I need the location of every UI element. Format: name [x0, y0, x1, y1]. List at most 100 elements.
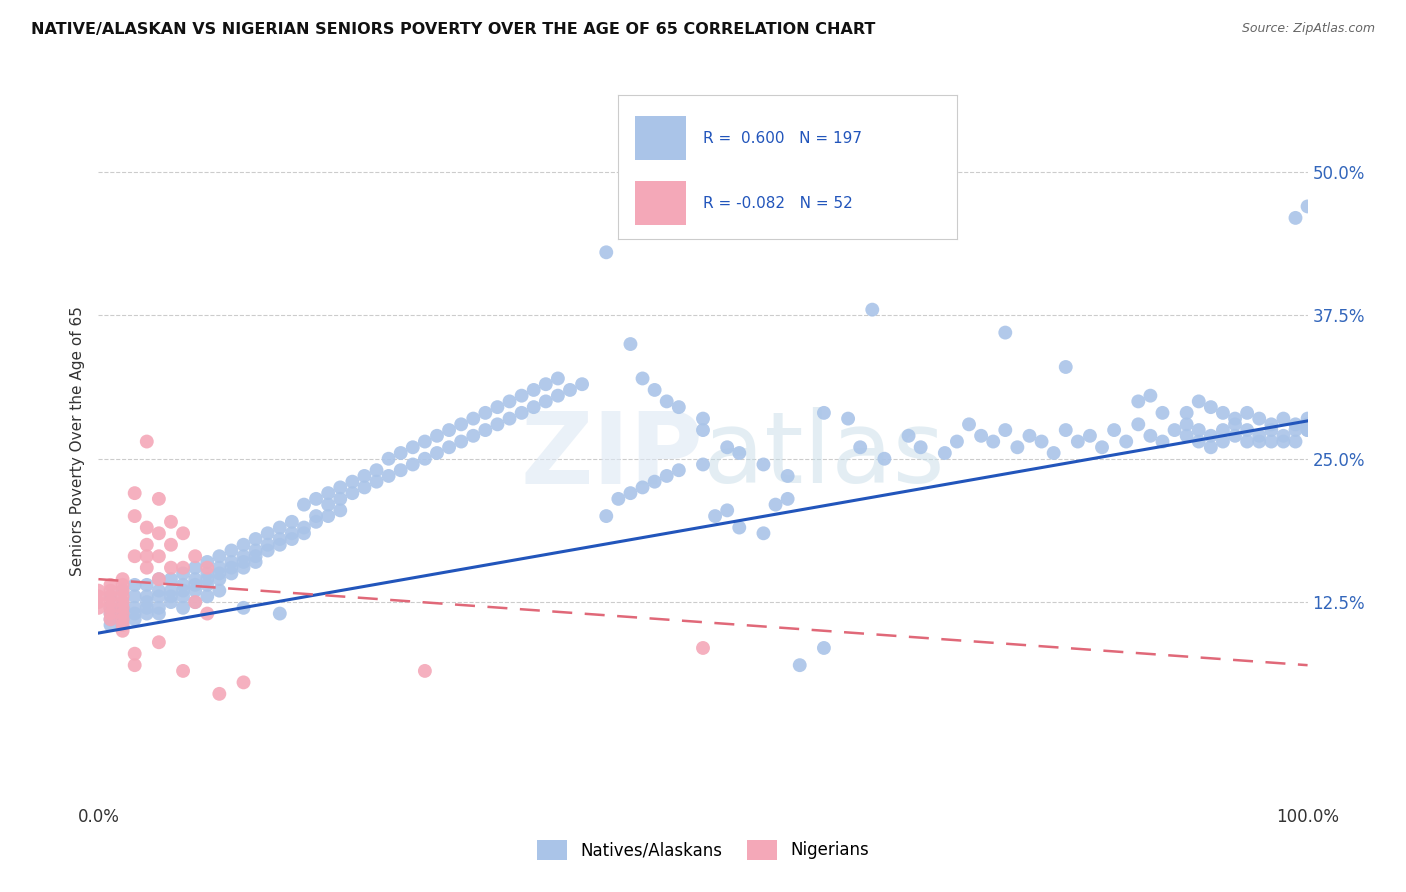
Point: [692, 411, 714, 425]
Point: [1260, 423, 1282, 437]
Point: [148, 635, 170, 649]
Point: [160, 590, 183, 604]
Point: [692, 423, 714, 437]
Point: [269, 520, 291, 534]
Point: [124, 486, 146, 500]
Point: [1054, 423, 1077, 437]
Point: [644, 383, 666, 397]
Point: [1296, 417, 1319, 432]
Point: [1296, 411, 1319, 425]
Point: [1249, 429, 1271, 443]
Point: [389, 446, 412, 460]
Point: [124, 509, 146, 524]
Point: [292, 498, 315, 512]
Point: [1296, 423, 1319, 437]
Point: [789, 658, 811, 673]
Point: [1042, 446, 1064, 460]
Point: [208, 687, 231, 701]
Text: ZIP: ZIP: [520, 408, 703, 505]
Point: [366, 475, 388, 489]
Point: [100, 600, 122, 615]
Point: [1175, 429, 1198, 443]
Point: [111, 612, 134, 626]
Point: [135, 549, 157, 564]
Point: [619, 337, 641, 351]
Point: [208, 560, 231, 574]
Point: [1199, 440, 1222, 454]
Point: [292, 526, 315, 541]
Point: [184, 560, 207, 574]
Point: [450, 434, 472, 449]
Point: [957, 417, 980, 432]
Point: [111, 595, 134, 609]
Point: [232, 560, 254, 574]
Point: [148, 607, 170, 621]
Point: [474, 406, 496, 420]
Point: [437, 423, 460, 437]
Point: [232, 538, 254, 552]
Point: [1296, 199, 1319, 213]
Point: [100, 578, 122, 592]
Point: [135, 600, 157, 615]
Point: [1212, 423, 1234, 437]
Point: [413, 664, 436, 678]
Point: [704, 509, 727, 524]
Point: [655, 469, 678, 483]
Point: [305, 491, 328, 506]
Point: [413, 451, 436, 466]
Point: [353, 480, 375, 494]
Point: [305, 509, 328, 524]
Point: [1223, 429, 1246, 443]
Point: [111, 583, 134, 598]
Y-axis label: Seniors Poverty Over the Age of 65: Seniors Poverty Over the Age of 65: [69, 307, 84, 576]
Point: [1128, 417, 1150, 432]
Point: [558, 383, 581, 397]
Point: [232, 549, 254, 564]
Point: [752, 526, 775, 541]
Point: [534, 394, 557, 409]
Point: [172, 600, 194, 615]
Point: [1236, 423, 1258, 437]
Point: [1260, 417, 1282, 432]
Point: [208, 572, 231, 586]
Point: [474, 423, 496, 437]
Point: [135, 595, 157, 609]
Point: [813, 406, 835, 420]
Point: [329, 480, 352, 494]
Point: [1260, 434, 1282, 449]
Point: [1139, 389, 1161, 403]
Point: [111, 600, 134, 615]
Point: [148, 491, 170, 506]
Point: [437, 440, 460, 454]
Point: [172, 526, 194, 541]
Point: [305, 515, 328, 529]
Point: [124, 647, 146, 661]
Point: [111, 600, 134, 615]
Point: [1199, 400, 1222, 414]
Point: [389, 463, 412, 477]
Point: [160, 560, 183, 574]
Point: [124, 658, 146, 673]
Point: [1091, 440, 1114, 454]
Point: [316, 509, 339, 524]
Point: [765, 498, 787, 512]
Point: [692, 458, 714, 472]
Point: [523, 400, 546, 414]
Point: [413, 434, 436, 449]
Point: [195, 607, 218, 621]
Point: [595, 245, 617, 260]
Point: [644, 475, 666, 489]
Text: Source: ZipAtlas.com: Source: ZipAtlas.com: [1241, 22, 1375, 36]
Point: [124, 607, 146, 621]
Point: [547, 389, 569, 403]
Point: [353, 469, 375, 483]
Point: [135, 607, 157, 621]
Point: [269, 538, 291, 552]
Legend: Natives/Alaskans, Nigerians: Natives/Alaskans, Nigerians: [530, 833, 876, 867]
Point: [994, 326, 1017, 340]
Point: [111, 624, 134, 638]
Point: [172, 590, 194, 604]
Point: [1139, 429, 1161, 443]
Point: [208, 583, 231, 598]
Point: [1272, 429, 1295, 443]
